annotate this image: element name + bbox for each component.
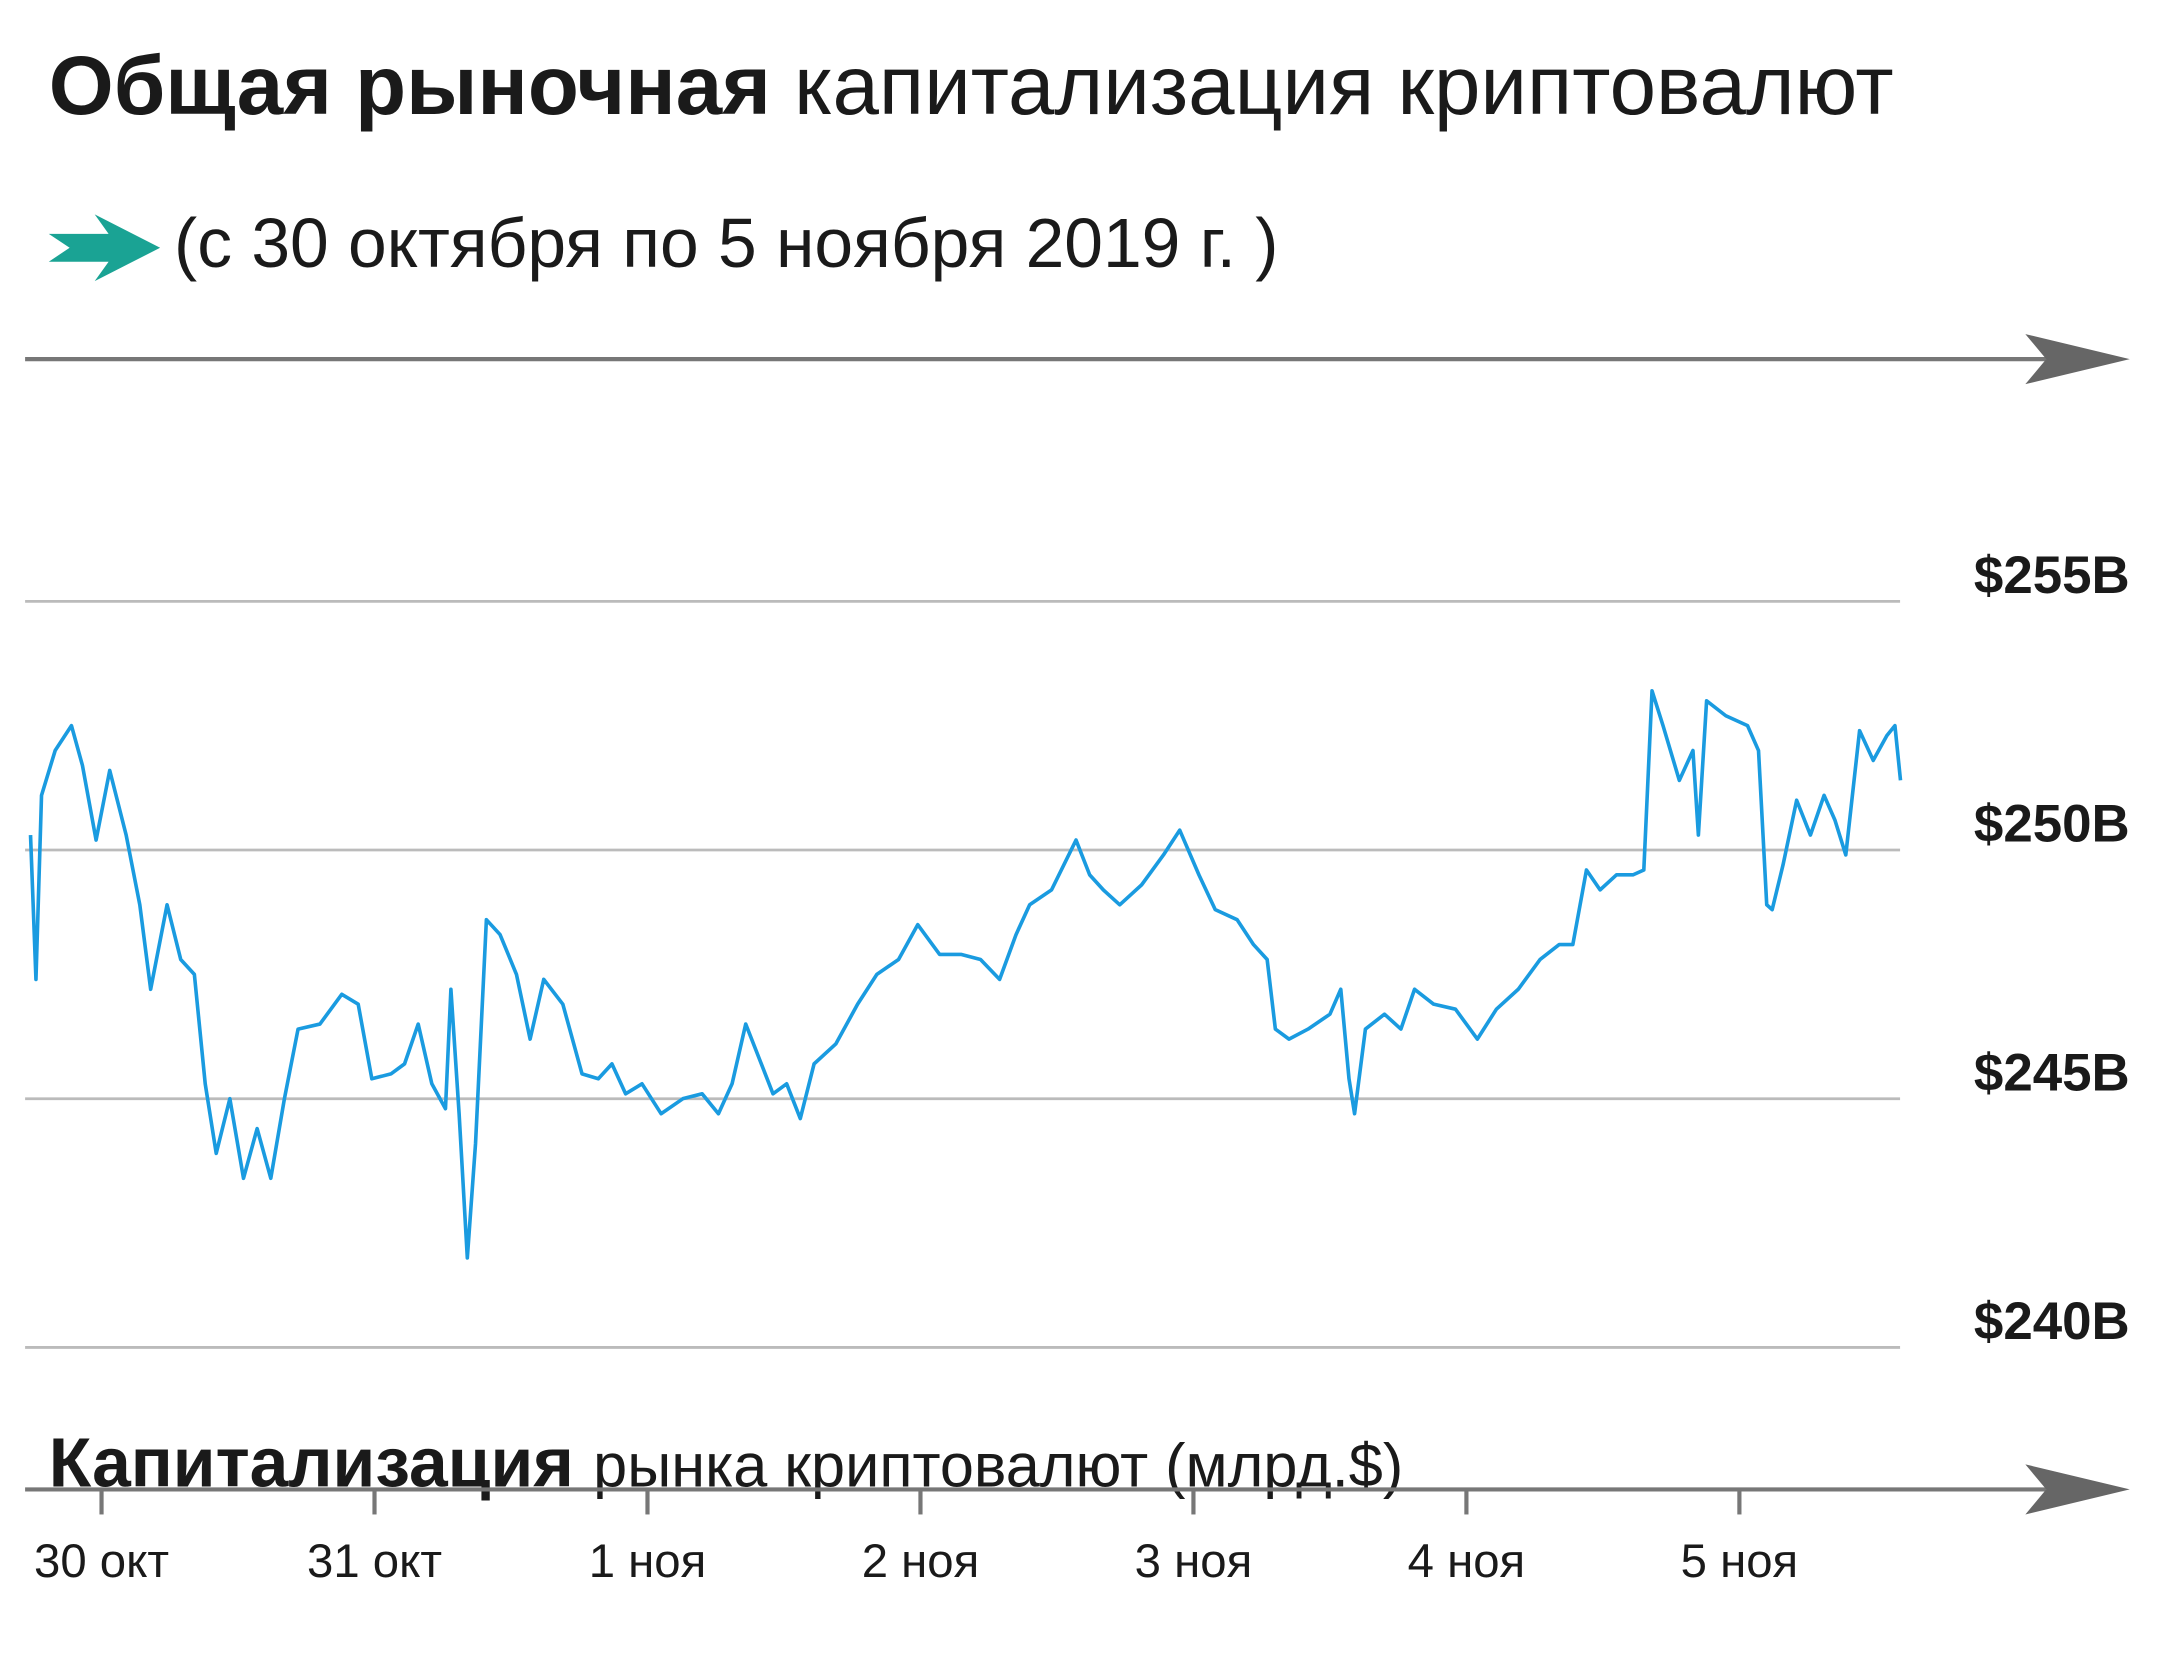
x-tick-label: 30 окт [34,1535,169,1588]
x-tick-label: 4 ноя [1408,1535,1526,1588]
y-tick-label: $240B [1974,1292,2130,1351]
subtitle-arrow [48,214,161,282]
title-regular: капитализация криптовалют [794,38,1894,132]
x-tick-label: 31 окт [307,1535,442,1588]
x-tick-label: 5 ноя [1681,1535,1799,1588]
x-tick-label: 3 ноя [1135,1535,1253,1588]
chart-title: Общая рыночная капитализация криптовалют [49,38,1894,132]
chart-subtitle: (с 30 октября по 5 ноября 2019 г. ) [174,204,1278,282]
y-tick-label: $250B [1974,795,2130,854]
data-line [28,689,1903,1260]
x-tick-label: 2 ноя [862,1535,980,1588]
axis-label: Капитализация рынка криптовалют (млрд.$) [49,1424,1403,1502]
top-rule-arrow [2025,334,2130,385]
x-axis-arrow [2025,1464,2130,1515]
y-tick-label: $255B [1974,546,2130,605]
title-bold: Общая рыночная [49,38,771,132]
y-tick-label: $245B [1974,1043,2130,1102]
x-tick-label: 1 ноя [589,1535,707,1588]
